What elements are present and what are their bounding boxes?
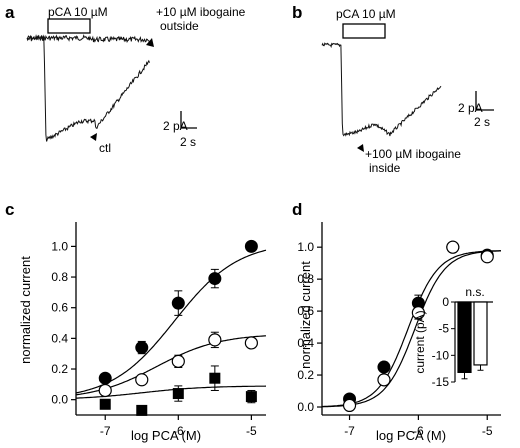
panel-d-y-tick-label: 0.8 bbox=[297, 272, 314, 286]
panel-a-scale-x-label: 2 s bbox=[180, 135, 196, 149]
panel-c-point-filled-square bbox=[209, 372, 221, 384]
panel-c-point-filled-square bbox=[136, 404, 148, 416]
panel-c-point-open-circle bbox=[135, 373, 149, 387]
panel-d-y-tick-label: 1.0 bbox=[297, 240, 314, 254]
panel-d-x-axis-label: log PCA (M) bbox=[376, 428, 446, 443]
panel-d-point-open-circle bbox=[377, 373, 391, 387]
panel-c-y-tick-label: 0.2 bbox=[51, 362, 68, 376]
panel-d-x-tick-label: -5 bbox=[482, 424, 493, 438]
panel-d-inset: 0 -5 -10 -15 current (pA) n.s. bbox=[413, 285, 493, 389]
panel-c-plot-area: 0.0 0.2 0.4 0.6 0.8 1.0 -7 -6 -5 bbox=[51, 222, 267, 438]
panel-c-point-filled-circle bbox=[208, 272, 222, 286]
panel-d-x-tick-label: -6 bbox=[413, 424, 424, 438]
panel-c: c normalized current log PCA (M) 0.00.20… bbox=[5, 200, 267, 443]
panel-d-y-tick-label: 0.0 bbox=[297, 400, 314, 414]
panel-b-arrow-icon bbox=[357, 144, 364, 152]
panel-c-point-filled-circle bbox=[98, 371, 112, 385]
inset-y-axis-label: current (pA) bbox=[413, 310, 427, 373]
panel-d-y-tick-label: 0.2 bbox=[297, 368, 314, 382]
panel-a-scale-bar bbox=[180, 111, 197, 129]
inset-bar-open bbox=[473, 301, 488, 366]
panel-b-ibogaine-inside-line2: inside bbox=[369, 161, 401, 175]
inset-ns-label: n.s. bbox=[465, 285, 484, 299]
panel-a-pulse-bar bbox=[47, 18, 91, 34]
panel-c-x-axis-label: log PCA (M) bbox=[131, 428, 201, 443]
panel-d-point-open-circle bbox=[411, 306, 425, 320]
panel-c-point-filled-circle bbox=[171, 296, 185, 310]
inset-bar-filled bbox=[457, 301, 472, 374]
panel-a-pulse-label: pCA 10 µM bbox=[48, 5, 108, 19]
panel-c-x-tick-label: -5 bbox=[246, 424, 257, 438]
panel-c-y-axis-label: normalized current bbox=[18, 256, 33, 364]
inset-y-tick-label: -10 bbox=[432, 348, 450, 362]
panel-d-x-tick-label: -7 bbox=[344, 424, 355, 438]
panel-a-arrow-top-icon bbox=[146, 38, 154, 47]
panel-b-label: b bbox=[292, 3, 302, 22]
panel-a-arrow-ctl-icon bbox=[90, 133, 97, 141]
panel-c-fit-curve bbox=[75, 249, 267, 394]
panel-c-label: c bbox=[5, 200, 14, 219]
panel-d-point-filled-circle bbox=[377, 360, 391, 374]
panel-d-y-axis-label: normalized current bbox=[298, 261, 313, 369]
panel-c-point-filled-circle bbox=[135, 341, 149, 355]
panel-a-ctl-label: ctl bbox=[99, 141, 111, 155]
panel-a-control-trace bbox=[26, 34, 150, 142]
panel-d-point-open-circle bbox=[480, 250, 494, 264]
panel-d-point-open-circle bbox=[342, 398, 357, 413]
inset-y-tick-label: -15 bbox=[432, 375, 450, 389]
panel-b-ibogaine-inside-line1: +100 µM ibogaine bbox=[365, 147, 461, 161]
panel-c-y-tick-label: 0.0 bbox=[51, 393, 68, 407]
panel-b-trace bbox=[321, 42, 442, 137]
inset-y-tick-label: 0 bbox=[442, 295, 449, 309]
panel-c-point-open-circle bbox=[244, 336, 258, 350]
panel-b-scale-x-label: 2 s bbox=[474, 115, 490, 129]
panel-c-point-open-circle bbox=[208, 333, 222, 347]
panel-c-point-filled-circle bbox=[244, 239, 258, 253]
panel-c-point-filled-square bbox=[99, 398, 111, 410]
panel-c-point-filled-square bbox=[245, 391, 257, 403]
panel-c-x-tick-label: -6 bbox=[173, 424, 184, 438]
panel-c-y-tick-label: 1.0 bbox=[51, 239, 68, 253]
panel-d: d normalized current log PCA (M) 0.00.20… bbox=[292, 200, 501, 443]
panel-d-label: d bbox=[292, 200, 302, 219]
panel-c-point-open-circle bbox=[98, 383, 112, 398]
panel-a-ibogaine-trace bbox=[26, 34, 150, 43]
inset-y-tick-label: -5 bbox=[438, 322, 449, 336]
panel-b-scale-bar bbox=[475, 91, 494, 111]
panel-d-plot-area: 0.0 0.2 0.4 0.6 0.8 1.0 -7 -6 -5 bbox=[297, 222, 501, 438]
panel-c-x-tick-label: -7 bbox=[100, 424, 111, 438]
panel-a-scale-y-label: 2 pA bbox=[163, 119, 188, 133]
panel-c-y-tick-label: 0.8 bbox=[51, 270, 68, 284]
panel-c-point-filled-square bbox=[172, 388, 184, 400]
panel-b: b pCA 10 µM +100 µM ibogaine inside 2 pA… bbox=[292, 3, 494, 175]
panel-c-point-open-circle bbox=[171, 354, 185, 368]
panel-a-label: a bbox=[5, 3, 15, 22]
panel-b-pulse-bar bbox=[342, 23, 386, 39]
panel-d-y-tick-label: 0.6 bbox=[297, 304, 314, 318]
panel-c-y-tick-label: 0.4 bbox=[51, 331, 68, 345]
panel-d-point-open-circle bbox=[446, 240, 460, 254]
panel-a: a pCA 10 µM +10 µM ibogaine outside ctl … bbox=[5, 3, 246, 155]
panel-a-ibogaine-outside-line2: outside bbox=[160, 19, 199, 33]
panel-b-pulse-label: pCA 10 µM bbox=[336, 7, 396, 21]
panel-a-ibogaine-outside-line1: +10 µM ibogaine bbox=[156, 5, 246, 19]
panel-d-y-tick-label: 0.4 bbox=[297, 336, 314, 350]
panel-c-y-tick-label: 0.6 bbox=[51, 301, 68, 315]
panel-b-scale-y-label: 2 pA bbox=[458, 101, 483, 115]
